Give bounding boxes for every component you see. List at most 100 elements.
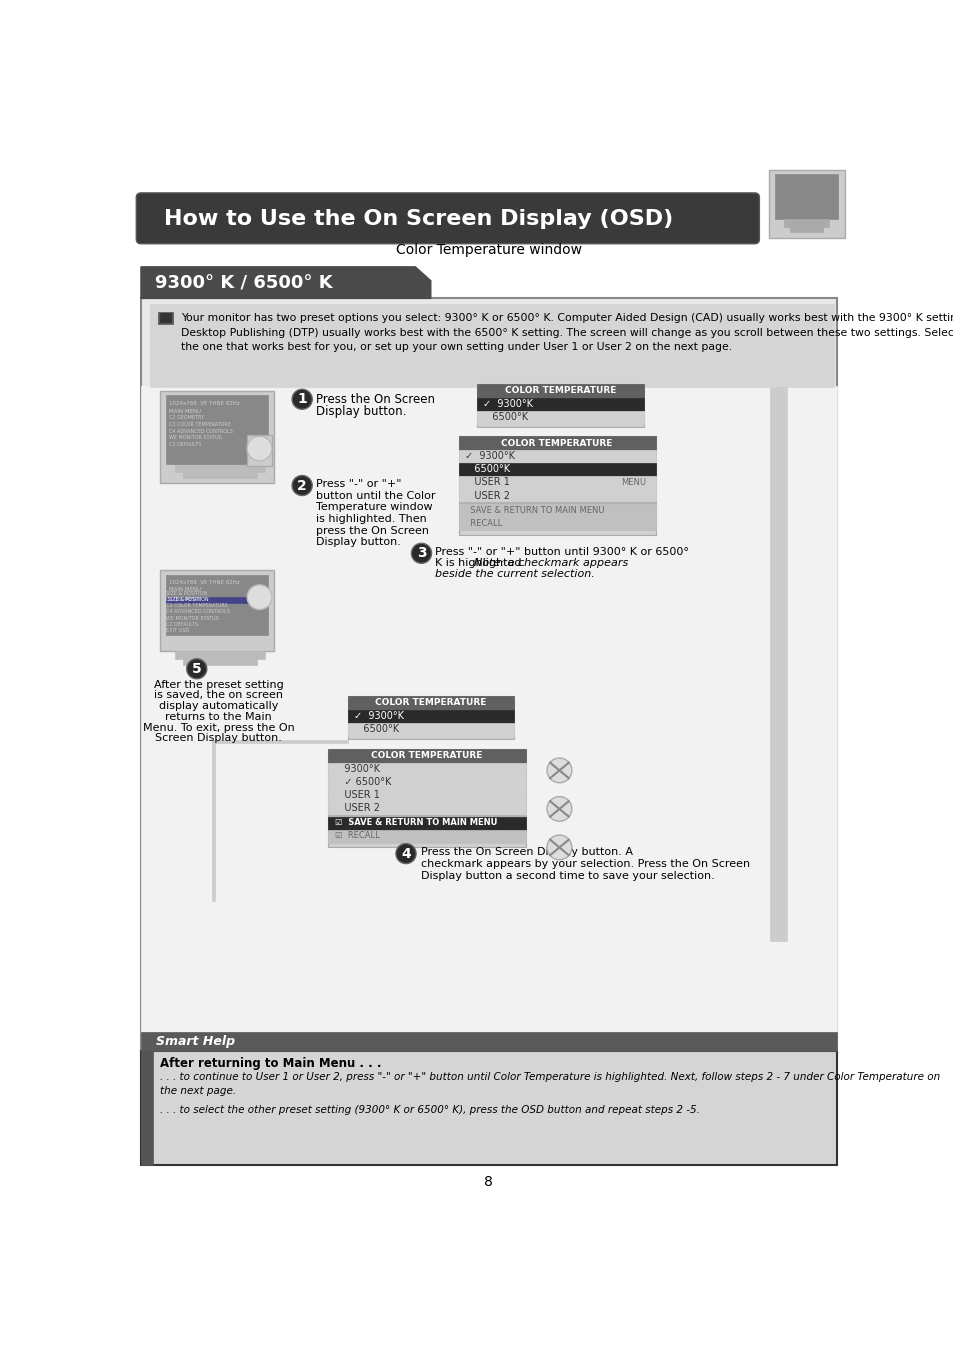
Bar — [160, 313, 171, 322]
Bar — [141, 1051, 836, 1165]
Bar — [141, 299, 836, 1052]
Text: RECALL: RECALL — [464, 519, 501, 528]
Text: Press the On Screen: Press the On Screen — [315, 393, 435, 407]
Text: the one that works best for you, or set up your own setting under User 1 or User: the one that works best for you, or set … — [181, 342, 732, 353]
Bar — [476, 384, 643, 397]
Text: COLOR TEMPERATURE: COLOR TEMPERATURE — [501, 439, 612, 447]
Text: Display button.: Display button. — [315, 405, 406, 419]
Bar — [458, 450, 656, 463]
Bar — [328, 748, 525, 847]
Text: K is highlighted.: K is highlighted. — [435, 558, 529, 567]
Bar — [166, 394, 268, 463]
Circle shape — [247, 585, 272, 609]
Text: 6500°K: 6500°K — [464, 465, 510, 474]
Text: MENU: MENU — [620, 478, 646, 486]
Text: Display button a second time to save your selection.: Display button a second time to save you… — [421, 870, 715, 881]
Text: press the On Screen: press the On Screen — [315, 526, 429, 535]
Text: Display button.: Display button. — [315, 538, 400, 547]
Text: ✓ 6500°K: ✓ 6500°K — [335, 777, 391, 788]
Bar — [141, 386, 836, 1052]
Bar — [458, 504, 656, 517]
Bar — [328, 763, 525, 775]
Text: ✓  9300°K: ✓ 9300°K — [354, 711, 404, 720]
Text: Menu. To exit, press the On: Menu. To exit, press the On — [142, 723, 294, 732]
Text: MAIN MENU: MAIN MENU — [169, 408, 201, 413]
Circle shape — [411, 543, 431, 563]
Bar — [212, 739, 215, 901]
Bar — [790, 227, 822, 232]
Text: 1: 1 — [297, 392, 307, 407]
Bar — [328, 775, 525, 789]
Circle shape — [187, 659, 207, 678]
Bar — [166, 574, 268, 635]
Bar — [328, 789, 525, 802]
Bar — [476, 384, 643, 427]
Bar — [328, 816, 525, 830]
Text: 4: 4 — [400, 847, 411, 861]
Bar — [183, 471, 257, 478]
Bar — [141, 1032, 836, 1051]
Bar — [328, 830, 525, 843]
Text: 8: 8 — [484, 1175, 493, 1189]
Text: 2: 2 — [297, 478, 307, 493]
Text: 9300° K / 6500° K: 9300° K / 6500° K — [154, 274, 333, 292]
Text: Temperature window: Temperature window — [315, 503, 433, 512]
Text: Color Temperature window: Color Temperature window — [395, 243, 581, 257]
Bar — [458, 436, 656, 535]
Text: MAIN MENU: MAIN MENU — [169, 588, 201, 592]
Circle shape — [546, 835, 571, 859]
Bar — [458, 503, 656, 504]
Circle shape — [546, 758, 571, 782]
Circle shape — [292, 476, 312, 496]
Text: Smart Help: Smart Help — [156, 1035, 235, 1048]
Text: is highlighted. Then: is highlighted. Then — [315, 513, 426, 524]
Text: COLOR TEMPERATURE: COLOR TEMPERATURE — [375, 698, 486, 707]
Text: After the preset setting: After the preset setting — [153, 680, 283, 689]
Text: How to Use the On Screen Display (OSD): How to Use the On Screen Display (OSD) — [164, 209, 673, 230]
Text: ☑  SAVE & RETURN TO MAIN MENU: ☑ SAVE & RETURN TO MAIN MENU — [335, 819, 497, 827]
Text: C4 ADVANCED CONTROLS: C4 ADVANCED CONTROLS — [169, 428, 233, 434]
Text: WE MONITOR STATUS: WE MONITOR STATUS — [169, 435, 221, 440]
Text: ✓  9300°K: ✓ 9300°K — [464, 451, 515, 461]
Bar — [458, 436, 656, 450]
Bar — [247, 435, 272, 466]
Text: SIZE & POSITION: SIZE & POSITION — [166, 590, 207, 596]
Bar — [769, 386, 786, 942]
FancyBboxPatch shape — [136, 193, 759, 243]
Text: Your monitor has two preset options you select: 9300° K or 6500° K. Computer Aid: Your monitor has two preset options you … — [181, 313, 953, 323]
Circle shape — [247, 436, 272, 461]
Text: C2 DEFAULTS: C2 DEFAULTS — [169, 442, 201, 447]
Text: Press "-" or "+" button until 9300° K or 6500°: Press "-" or "+" button until 9300° K or… — [435, 547, 689, 557]
Text: C1 GEOMETRY: C1 GEOMETRY — [166, 597, 201, 603]
Bar — [158, 312, 173, 324]
Bar — [166, 597, 268, 604]
Text: checkmark appears by your selection. Press the On Screen: checkmark appears by your selection. Pre… — [421, 859, 750, 869]
Bar — [159, 570, 274, 651]
Text: ☑  RECALL: ☑ RECALL — [335, 831, 379, 840]
Text: the next page.: the next page. — [159, 1086, 235, 1096]
Polygon shape — [141, 267, 431, 299]
Bar — [328, 748, 525, 763]
Text: USER 1: USER 1 — [464, 477, 509, 488]
Circle shape — [546, 797, 571, 821]
Bar — [458, 477, 656, 489]
Bar — [328, 802, 525, 815]
Text: beside the current selection.: beside the current selection. — [435, 569, 595, 578]
Bar — [458, 489, 656, 503]
Bar — [774, 174, 838, 219]
Text: display automatically: display automatically — [158, 701, 278, 711]
Text: C2 GEOMETRY: C2 GEOMETRY — [169, 415, 204, 420]
Text: is saved, the on screen: is saved, the on screen — [153, 690, 283, 700]
Text: C2 COLOR TEMPERATURE: C2 COLOR TEMPERATURE — [166, 604, 228, 608]
Text: SAVE & RETURN TO MAIN MENU: SAVE & RETURN TO MAIN MENU — [464, 505, 604, 515]
Bar — [783, 219, 828, 227]
Text: EXIT OSD: EXIT OSD — [166, 628, 189, 634]
Bar — [768, 170, 843, 238]
Circle shape — [292, 389, 312, 409]
Text: . . . to select the other preset setting (9300° K or 6500° K), press the OSD but: . . . to select the other preset setting… — [159, 1105, 699, 1115]
Bar — [159, 390, 274, 484]
Text: 1024x768  VE THNE 82Hz: 1024x768 VE THNE 82Hz — [169, 401, 239, 405]
Bar — [174, 651, 265, 659]
Text: 5: 5 — [192, 662, 201, 676]
Text: USER 2: USER 2 — [335, 802, 379, 813]
